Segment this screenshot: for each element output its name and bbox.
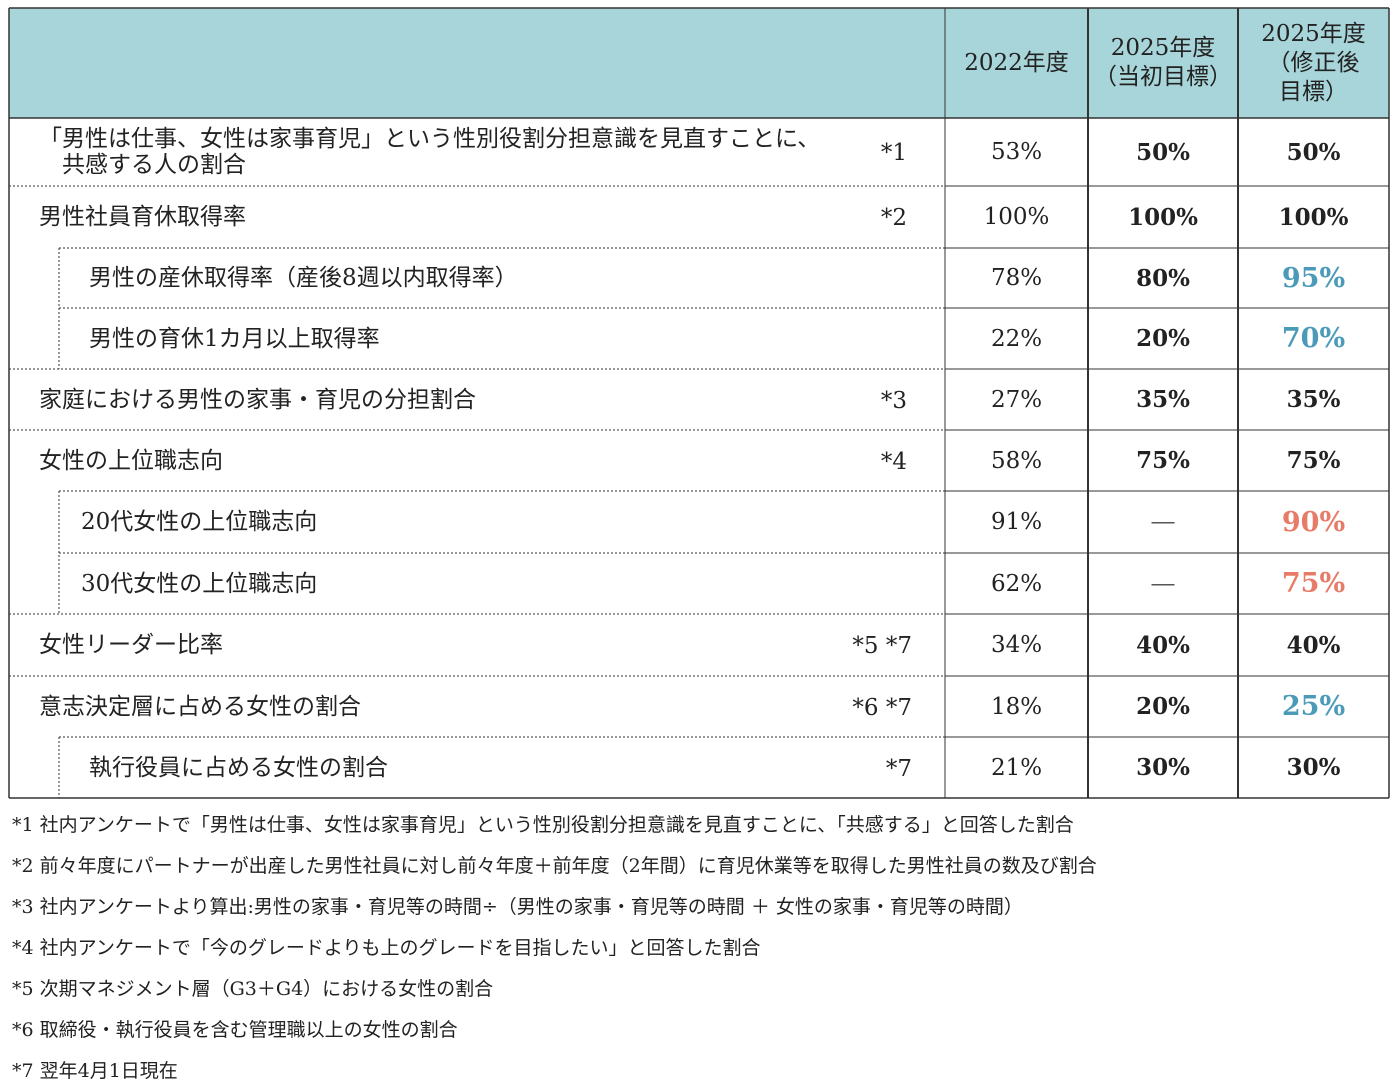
header-initial-target: 2025年度 （当初目標）	[1094, 35, 1232, 90]
row-label: 20代女性の上位職志向	[81, 509, 318, 535]
value-initial-target: ―	[1151, 509, 1175, 535]
value-revised-target: 25%	[1281, 691, 1346, 722]
value-initial-target: 40%	[1136, 631, 1190, 659]
header-revised-target: 2025年度 （修正後 目標）	[1261, 20, 1366, 105]
value-initial-target: ―	[1151, 570, 1175, 597]
row-label: 30代女性の上位職志向	[81, 570, 318, 597]
row-label: 女性リーダー比率	[39, 632, 223, 658]
row-label: 意志決定層に占める女性の割合	[39, 693, 361, 720]
value-revised-target: 95%	[1281, 262, 1346, 294]
row-label: 男性の育休1カ月以上取得率	[89, 325, 380, 352]
value-revised-target: 100%	[1278, 203, 1349, 231]
value-initial-target: 50%	[1136, 138, 1190, 166]
value-revised-target: 75%	[1286, 447, 1341, 474]
value-revised-target: 50%	[1286, 138, 1341, 166]
row-footnote-mark: *7	[885, 755, 912, 782]
table-grid-lines	[8, 7, 1390, 799]
row-footnote-mark: *4	[880, 448, 907, 475]
footnotes: *1 社内アンケートで「男性は仕事、女性は家事育児」という性別役割分担意識を見直…	[12, 803, 1392, 1090]
value-2022: 27%	[990, 386, 1043, 413]
value-initial-target: 20%	[1136, 325, 1190, 352]
value-2022: 18%	[990, 693, 1043, 720]
value-2022: 62%	[990, 570, 1043, 597]
row-label: 女性の上位職志向	[39, 447, 223, 474]
row-footnote-mark: *6 *7	[852, 694, 912, 721]
row-label: 執行役員に占める女性の割合	[89, 754, 388, 781]
footnote: *5 次期マネジメント層（G3＋G4）における女性の割合	[12, 978, 494, 1000]
value-initial-target: 75%	[1136, 447, 1190, 474]
value-2022: 21%	[990, 754, 1043, 781]
value-initial-target: 35%	[1136, 386, 1190, 413]
value-2022: 22%	[990, 325, 1043, 352]
row-label: 「男性は仕事、女性は家事育児」という性別役割分担意識を見直すことに、 共感する人…	[39, 126, 821, 178]
value-revised-target: 90%	[1281, 506, 1346, 538]
footnote: *2 前々年度にパートナーが出産した男性社員に対し前々年度＋前年度（2年間）に育…	[12, 855, 1097, 877]
value-2022: 58%	[990, 447, 1043, 474]
kpi-table: 2022年度 2025年度 （当初目標） 2025年度 （修正後 目標） 「男性…	[8, 7, 1390, 799]
value-revised-target: 35%	[1286, 386, 1341, 413]
value-initial-target: 100%	[1128, 203, 1198, 231]
footnote: *7 翌年4月1日現在	[12, 1060, 178, 1082]
footnote: *4 社内アンケートで「今のグレードよりも上のグレードを目指したい」と回答した割…	[12, 937, 761, 959]
value-initial-target: 30%	[1136, 754, 1190, 781]
footnote: *1 社内アンケートで「男性は仕事、女性は家事育児」という性別役割分担意識を見直…	[12, 814, 1074, 836]
row-label: 男性の産休取得率（産後8週以内取得率）	[89, 265, 518, 291]
footnote: *6 取締役・執行役員を含む管理職以上の女性の割合	[12, 1019, 458, 1041]
row-footnote-mark: *1	[880, 140, 907, 166]
row-footnote-mark: *3	[880, 387, 907, 414]
value-initial-target: 20%	[1136, 693, 1190, 720]
value-revised-target: 75%	[1281, 568, 1346, 599]
value-2022: 100%	[983, 204, 1050, 230]
value-initial-target: 80%	[1136, 264, 1190, 292]
value-2022: 34%	[990, 632, 1043, 658]
row-label: 男性社員育休取得率	[39, 204, 246, 230]
row-footnote-mark: *2	[880, 205, 907, 231]
row-footnote-mark: *5 *7	[852, 633, 912, 659]
value-revised-target: 40%	[1286, 631, 1341, 659]
value-2022: 53%	[990, 139, 1043, 165]
value-2022: 91%	[990, 509, 1043, 535]
value-revised-target: 30%	[1286, 754, 1341, 781]
value-2022: 78%	[990, 265, 1043, 291]
row-label: 家庭における男性の家事・育児の分担割合	[39, 386, 476, 413]
footnote: *3 社内アンケートより算出:男性の家事・育児等の時間÷（男性の家事・育児等の時…	[12, 896, 1023, 918]
header-2022: 2022年度	[964, 49, 1069, 76]
value-revised-target: 70%	[1281, 323, 1346, 354]
header-background	[9, 8, 1389, 118]
